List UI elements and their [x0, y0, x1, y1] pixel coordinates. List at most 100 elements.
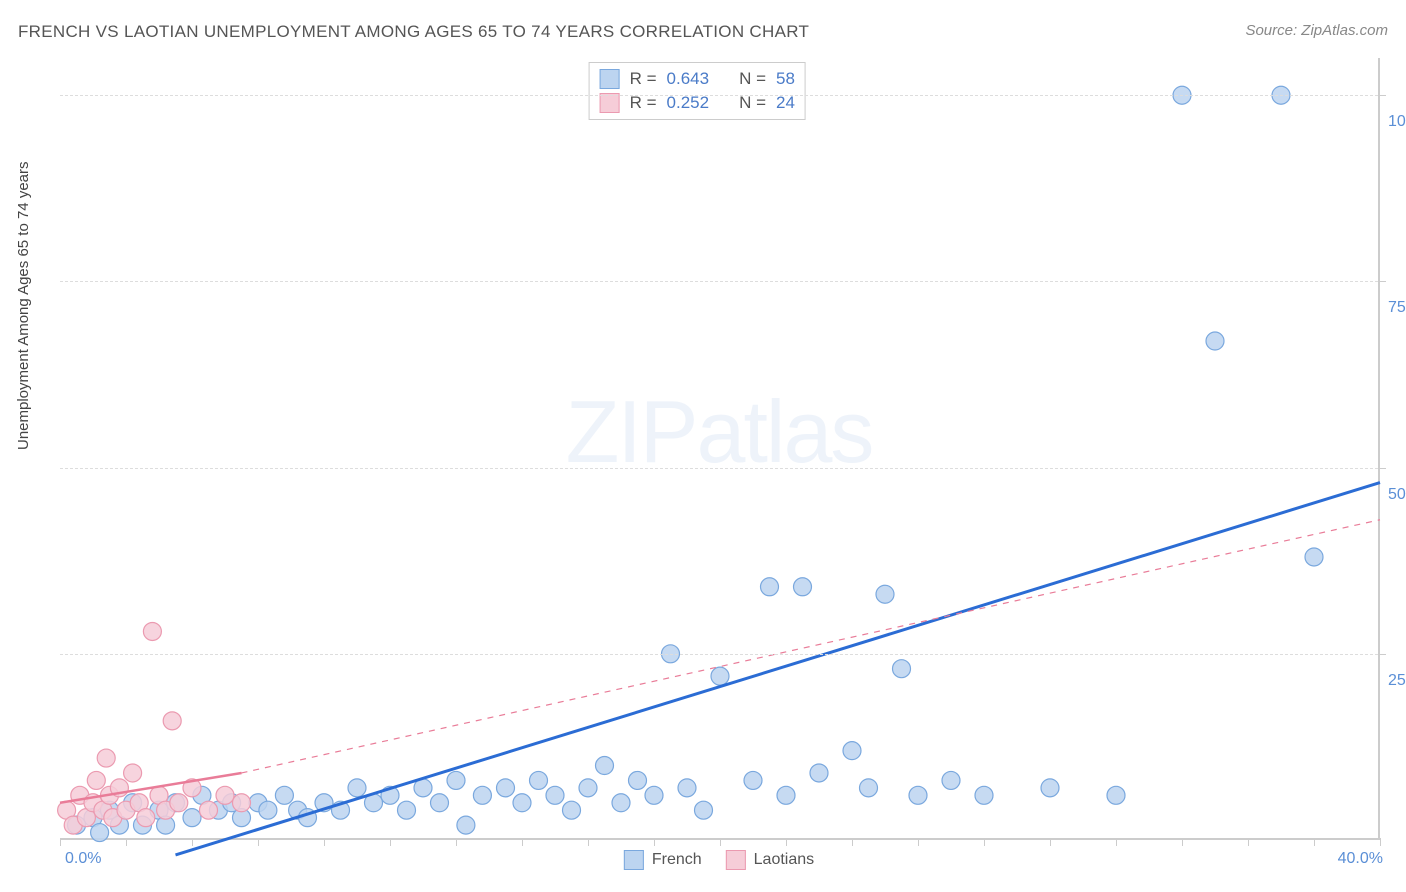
scatter-point — [91, 824, 109, 842]
legend-item: Laotians — [726, 850, 815, 870]
scatter-point — [678, 779, 696, 797]
scatter-point — [87, 771, 105, 789]
scatter-point — [612, 794, 630, 812]
y-tick-mark — [1378, 654, 1386, 655]
scatter-point — [457, 816, 475, 834]
scatter-point — [777, 786, 795, 804]
x-tick-mark — [192, 838, 193, 846]
source-attribution: Source: ZipAtlas.com — [1245, 22, 1388, 39]
x-tick-mark — [126, 838, 127, 846]
n-label: N = — [739, 69, 766, 89]
y-tick-mark — [1378, 468, 1386, 469]
scatter-point — [137, 809, 155, 827]
r-label: R = — [630, 69, 657, 89]
x-tick-mark — [588, 838, 589, 846]
legend-swatch — [600, 69, 620, 89]
scatter-point — [143, 622, 161, 640]
gridline — [60, 654, 1378, 655]
x-tick-max: 40.0% — [1338, 850, 1383, 868]
x-tick-mark — [1314, 838, 1315, 846]
scatter-point — [431, 794, 449, 812]
scatter-point — [200, 801, 218, 819]
x-tick-mark — [654, 838, 655, 846]
scatter-point — [645, 786, 663, 804]
legend-swatch — [624, 850, 644, 870]
scatter-point — [170, 794, 188, 812]
x-tick-mark — [1116, 838, 1117, 846]
scatter-point — [711, 667, 729, 685]
x-tick-mark — [324, 838, 325, 846]
scatter-point — [563, 801, 581, 819]
scatter-point — [216, 786, 234, 804]
scatter-point — [530, 771, 548, 789]
legend-label: French — [652, 851, 702, 869]
scatter-point — [744, 771, 762, 789]
x-tick-mark — [984, 838, 985, 846]
x-tick-mark — [720, 838, 721, 846]
scatter-point — [97, 749, 115, 767]
stats-row: R =0.643N =58 — [600, 67, 795, 91]
legend-item: French — [624, 850, 702, 870]
bottom-legend: French Laotians — [624, 850, 814, 870]
scatter-point — [876, 585, 894, 603]
plot-area: ZIPatlas R =0.643N =58R =0.252N =24 0.0%… — [60, 58, 1380, 840]
scatter-point — [1305, 548, 1323, 566]
scatter-point — [513, 794, 531, 812]
y-tick-label: 75.0% — [1388, 299, 1406, 317]
x-tick-mark — [60, 838, 61, 846]
y-tick-mark — [1378, 281, 1386, 282]
x-tick-mark — [1248, 838, 1249, 846]
scatter-point — [163, 712, 181, 730]
trend-line-dashed — [242, 520, 1381, 773]
legend-swatch — [726, 850, 746, 870]
scatter-point — [1041, 779, 1059, 797]
gridline — [60, 281, 1378, 282]
scatter-point — [497, 779, 515, 797]
x-tick-mark — [1182, 838, 1183, 846]
scatter-point — [275, 786, 293, 804]
scatter-point — [843, 742, 861, 760]
x-tick-mark — [456, 838, 457, 846]
x-tick-mark — [786, 838, 787, 846]
scatter-point — [473, 786, 491, 804]
gridline — [60, 468, 1378, 469]
x-tick-mark — [522, 838, 523, 846]
x-tick-min: 0.0% — [65, 850, 101, 868]
scatter-point — [695, 801, 713, 819]
x-tick-mark — [390, 838, 391, 846]
scatter-point — [860, 779, 878, 797]
r-value: 0.643 — [667, 69, 710, 89]
scatter-point — [579, 779, 597, 797]
scatter-point — [761, 578, 779, 596]
scatter-point — [909, 786, 927, 804]
scatter-point — [1206, 332, 1224, 350]
chart-svg — [60, 58, 1378, 838]
y-tick-label: 25.0% — [1388, 672, 1406, 690]
scatter-point — [124, 764, 142, 782]
x-tick-mark — [1380, 838, 1381, 846]
scatter-point — [447, 771, 465, 789]
scatter-point — [794, 578, 812, 596]
legend-label: Laotians — [754, 851, 815, 869]
scatter-point — [183, 809, 201, 827]
scatter-point — [629, 771, 647, 789]
scatter-point — [398, 801, 416, 819]
stats-legend-box: R =0.643N =58R =0.252N =24 — [589, 62, 806, 120]
y-axis-label: Unemployment Among Ages 65 to 74 years — [15, 161, 32, 450]
scatter-point — [233, 794, 251, 812]
scatter-point — [1107, 786, 1125, 804]
scatter-point — [893, 660, 911, 678]
scatter-point — [942, 771, 960, 789]
x-tick-mark — [918, 838, 919, 846]
y-tick-label: 50.0% — [1388, 486, 1406, 504]
x-tick-mark — [852, 838, 853, 846]
scatter-point — [259, 801, 277, 819]
gridline — [60, 95, 1378, 96]
scatter-point — [810, 764, 828, 782]
scatter-point — [596, 757, 614, 775]
chart-title: FRENCH VS LAOTIAN UNEMPLOYMENT AMONG AGE… — [18, 22, 809, 42]
x-tick-mark — [1050, 838, 1051, 846]
x-tick-mark — [258, 838, 259, 846]
scatter-point — [975, 786, 993, 804]
y-tick-mark — [1378, 95, 1386, 96]
